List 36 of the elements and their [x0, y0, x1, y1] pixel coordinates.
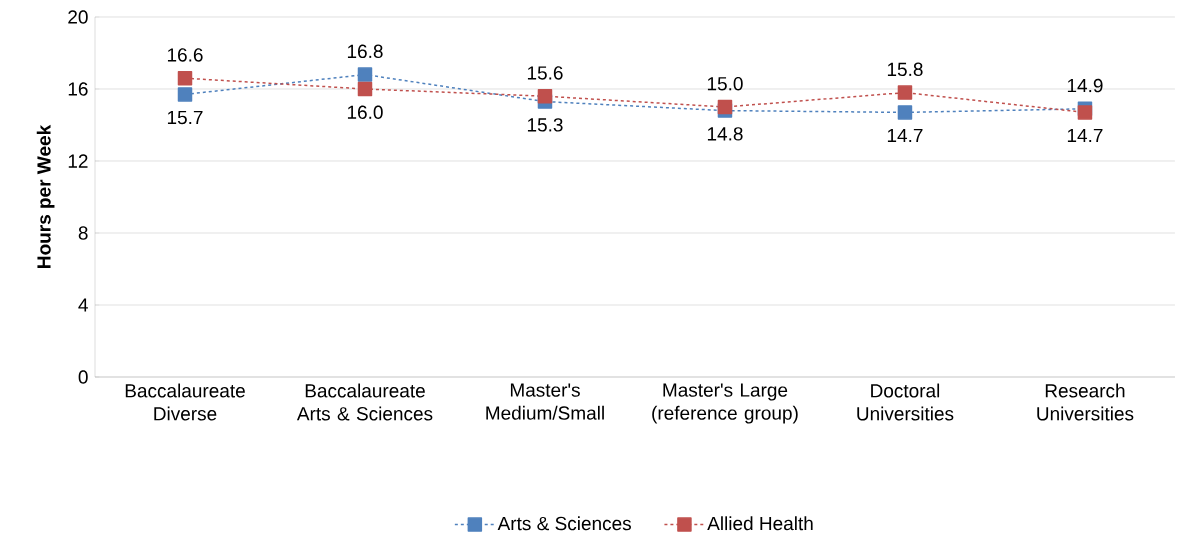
y-tick-label: 0 — [78, 370, 88, 384]
data-label: 15.3 — [527, 118, 563, 132]
point — [357, 67, 373, 82]
x-tick-label: Baccalaureate Arts & Sciences — [296, 383, 433, 421]
x-tick-label: Doctoral Universities — [857, 383, 954, 421]
data-label: 16.0 — [347, 105, 383, 119]
point — [537, 88, 553, 104]
point — [897, 105, 913, 120]
data-label: 14.8 — [707, 127, 743, 141]
data-label: 16.6 — [167, 48, 203, 62]
data-label: 16.8 — [347, 44, 383, 59]
data-label: 14.9 — [1067, 78, 1103, 93]
x-tick-label: Baccalaureate Diverse — [125, 383, 245, 421]
point — [177, 70, 193, 86]
y-tick-label: 8 — [78, 226, 88, 240]
x-tick-label: Master's Large (reference group) — [652, 383, 798, 424]
point — [717, 99, 733, 115]
point — [1077, 105, 1093, 120]
y-tick-label: 16 — [68, 82, 88, 96]
data-label: 15.7 — [167, 110, 203, 125]
y-tick-label: 12 — [68, 154, 88, 168]
legend-label: Allied Health — [707, 516, 813, 531]
x-tick-label: Research Universities — [1037, 383, 1134, 421]
point — [897, 85, 913, 100]
x-tick-label: Master's Medium/Small — [486, 383, 604, 420]
legend-label: Arts & Sciences — [497, 516, 631, 531]
data-label: 14.7 — [1067, 128, 1103, 142]
y-axis-title: Hours per Week — [36, 124, 55, 268]
data-label: 15.0 — [707, 77, 743, 91]
data-label: 14.7 — [887, 128, 923, 142]
y-tick-label: 20 — [68, 10, 88, 24]
point — [357, 81, 373, 97]
y-tick-label: 4 — [78, 298, 88, 312]
point — [177, 87, 193, 102]
data-label: 15.6 — [527, 66, 563, 80]
data-label: 15.8 — [887, 62, 923, 77]
